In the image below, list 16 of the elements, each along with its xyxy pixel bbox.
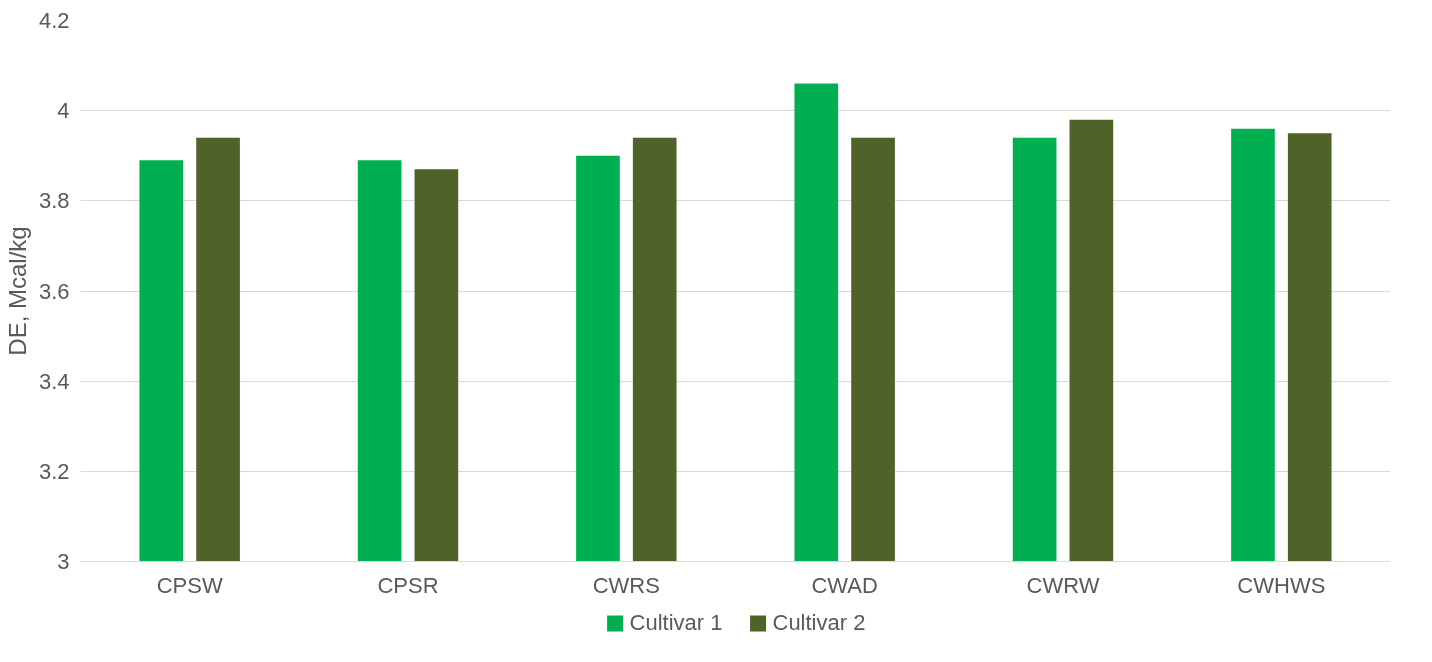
x-tick-label: CWHWS: [1237, 572, 1326, 598]
y-tick-label: 3: [57, 549, 70, 574]
x-tick-label: CWRS: [592, 572, 660, 598]
x-tick-label: CWRW: [1026, 572, 1100, 598]
x-tick-label: CPSR: [377, 572, 439, 598]
legend-label: Cultivar 2: [772, 609, 866, 636]
y-tick-label: 3.6: [38, 278, 70, 304]
x-tick-label: CWAD: [811, 572, 878, 598]
y-tick-label: 3.2: [38, 458, 70, 484]
x-tick-label: CPSW: [156, 572, 223, 598]
y-tick-label: 4: [57, 98, 70, 124]
y-tick-label: 4.2: [38, 8, 70, 33]
legend-label: Cultivar 1: [629, 609, 723, 636]
y-tick-label: 3.8: [38, 188, 70, 214]
y-axis-title: DE, Mcal/kg: [3, 226, 31, 356]
y-tick-label: 3.4: [38, 368, 70, 394]
